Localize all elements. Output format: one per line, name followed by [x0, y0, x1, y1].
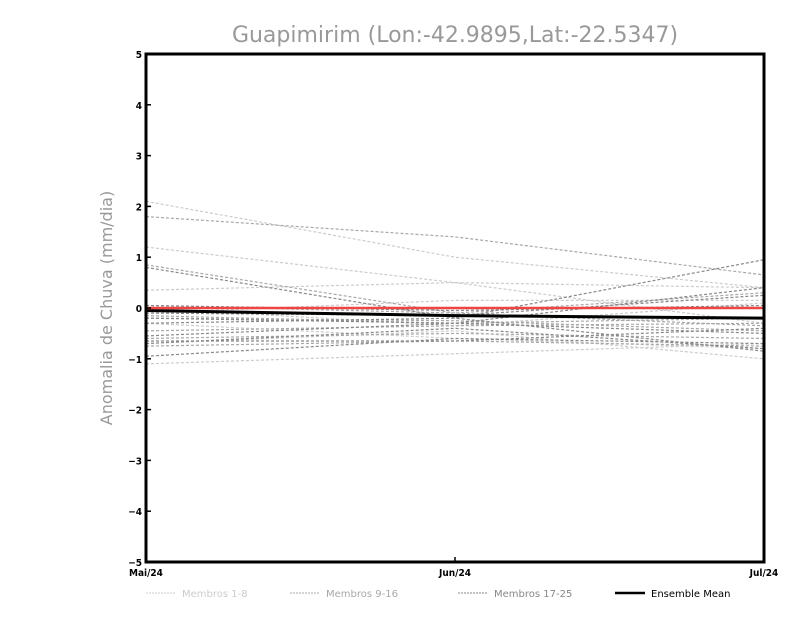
y-tick-label: 4: [136, 101, 142, 112]
member-line-g3-8: [145, 327, 765, 350]
y-axis-label: Anomalia de Chuva (mm/dia): [97, 191, 116, 425]
member-line-g2-1: [145, 215, 765, 276]
member-line-g1-1: [145, 200, 765, 289]
member-line-g2-4: [145, 332, 765, 340]
y-tick-label: −5: [128, 558, 142, 569]
legend-label: Membros 9-16: [326, 589, 398, 600]
legend: Membros 1-8 Membros 9-16 Membros 17-25 Ense…: [146, 589, 730, 600]
y-tick-label: 2: [136, 202, 142, 213]
member-line-g2-7: [145, 322, 765, 332]
member-line-g1-2: [145, 246, 765, 324]
ensemble-mean-line: [145, 309, 765, 320]
y-tick-label: −3: [128, 456, 142, 467]
x-tick-label: Jul/24: [749, 568, 779, 579]
member-line-g3-5: [145, 287, 765, 337]
member-line-g3-6: [145, 294, 765, 317]
y-tick-label: 0: [136, 304, 142, 315]
series-layer: [145, 200, 765, 365]
y-tick-label: 1: [136, 253, 142, 264]
chart-title: Guapimirim (Lon:-42.9895,Lat:-22.5347): [232, 23, 678, 48]
member-line-g3-4: [146, 327, 765, 342]
x-tick-label: Mai/24: [129, 568, 163, 579]
y-tick-label: −2: [128, 406, 142, 417]
y-tick-label: −1: [128, 355, 142, 366]
member-line-g2-6: [145, 317, 765, 332]
y-tick-label: 3: [136, 152, 142, 163]
member-line-g3-7: [145, 317, 765, 334]
y-tick-label: −4: [128, 507, 142, 518]
member-line-g2-5: [145, 340, 765, 347]
member-line-g1-3: [145, 281, 765, 291]
legend-label: Ensemble Mean: [651, 589, 730, 600]
member-line-g2-2: [145, 264, 765, 327]
legend-label: Membros 17-25: [494, 589, 572, 600]
legend-label: Membros 1-8: [182, 589, 248, 600]
ticks-layer: −5 −4 −3 −2 −1 0 1 2 3 4 5 Mai/24 Jun/24 Jul/24: [128, 50, 778, 579]
member-line-g1-5: [145, 330, 765, 360]
member-line-g1-7: [145, 322, 765, 350]
x-tick-label: Jun/24: [438, 568, 471, 579]
member-line-g1-4: [145, 299, 764, 314]
member-line-g2-3: [145, 315, 765, 324]
y-tick-label: 5: [136, 50, 142, 61]
member-line-g3-1: [145, 266, 765, 352]
member-line-g1-8: [145, 302, 765, 327]
member-line-g1-6: [145, 342, 765, 365]
